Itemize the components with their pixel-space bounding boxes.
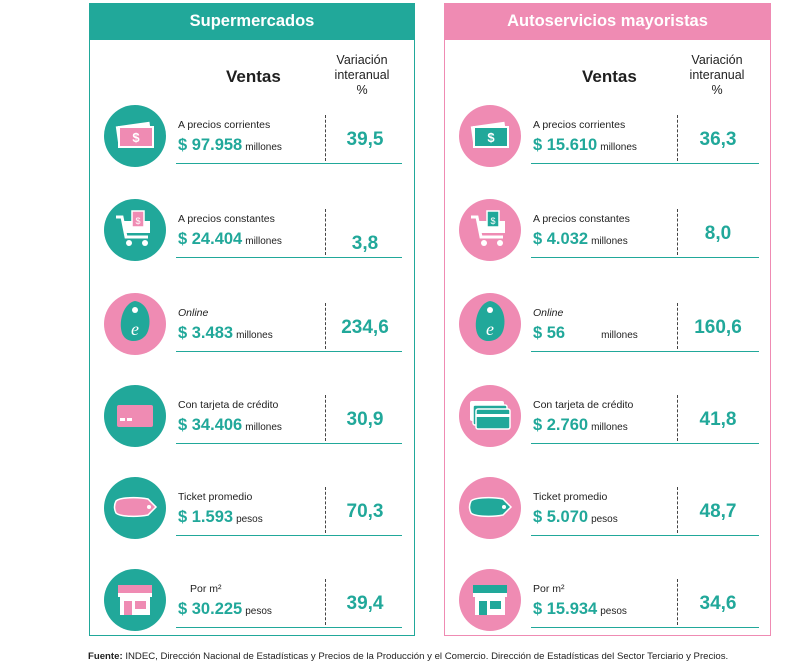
online-tag-icon: e [459,293,521,355]
panel-title: Supermercados [90,3,414,40]
separator [325,487,326,533]
value: $ 24.404 millones [178,230,282,248]
variation-value: 30,9 [346,409,384,430]
cart-icon: $ [459,199,521,261]
separator [677,115,678,161]
separator [677,579,678,625]
row-ticket: Ticket promedio $ 5.070 pesos 48,7 [445,477,770,547]
variation-value: 39,4 [346,593,384,614]
autoservicios-panel: Autoservicios mayoristas Ventas Variació… [444,3,771,636]
credit-card-icon [459,385,521,447]
separator [325,209,326,255]
row-online: e Online $ 3.483 millones 234,6 [90,293,414,363]
variation-value: 39,5 [346,129,384,150]
value: $ 15.610 millones [533,136,637,154]
separator [325,395,326,441]
variacion-header: Variación interanual% [334,53,390,97]
underline [176,627,402,628]
cart-icon: $ [104,199,166,261]
separator [677,395,678,441]
value: $ 4.032 millones [533,230,628,248]
separator [677,209,678,255]
variation-value: 234,6 [341,317,389,338]
separator [677,303,678,349]
row-por-m2: Por m² $ 15.934 pesos 34,6 [445,569,770,639]
variation-value: 48,7 [699,501,737,522]
underline [531,257,759,258]
ventas-header: Ventas [226,67,281,86]
variacion-header: Variación interanual% [689,53,745,97]
value: $ 34.406 millones [178,416,282,434]
underline [531,351,759,352]
row-precios-corrientes: $ A precios corrientes $ 97.958 millones … [90,105,414,175]
value: $ 5.070 pesos [533,508,618,526]
store-icon [459,569,521,631]
separator [325,579,326,625]
value: $ 15.934 pesos [533,600,627,618]
supermercados-panel: Supermercados Ventas Variación interanual… [89,3,415,636]
value: $ 97.958 millones [178,136,282,154]
panel-title: Autoservicios mayoristas [445,3,770,40]
svg-text:$: $ [490,216,495,226]
variation-value: 3,8 [351,233,379,254]
row-online: e Online $ 56 millones 160,6 [445,293,770,363]
variation-value: 34,6 [699,593,737,614]
money-icon: $ [104,105,166,167]
svg-text:e: e [131,319,139,339]
online-tag-icon: e [104,293,166,355]
row-precios-corrientes: $ A precios corrientes $ 15.610 millones … [445,105,770,175]
underline [176,351,402,352]
value: $ 3.483 millones [178,324,273,342]
row-tarjeta: Con tarjeta de crédito $ 34.406 millones … [90,385,414,455]
value: $ 1.593 pesos [178,508,263,526]
variation-value: 160,6 [694,317,742,338]
underline [176,257,402,258]
money-icon: $ [459,105,521,167]
row-ticket: Ticket promedio $ 1.593 pesos 70,3 [90,477,414,547]
ventas-header: Ventas [582,67,637,86]
separator [325,303,326,349]
ticket-tag-icon [459,477,521,539]
value: $ 30.225 pesos [178,600,272,618]
variation-value: 8,0 [704,223,732,244]
source-footnote: Fuente: INDEC, Dirección Nacional de Est… [88,651,729,662]
credit-card-icon [104,385,166,447]
underline [176,443,402,444]
variation-value: 41,8 [699,409,737,430]
separator [677,487,678,533]
store-icon [104,569,166,631]
underline [531,163,759,164]
svg-text:$: $ [135,216,140,226]
svg-text:$: $ [132,130,140,145]
separator [325,115,326,161]
value: $ 56 millones [533,324,638,342]
underline [531,627,759,628]
ticket-tag-icon [104,477,166,539]
variation-value: 70,3 [346,501,384,522]
underline [176,535,402,536]
underline [176,163,402,164]
row-precios-constantes: $ A precios constantes $ 24.404 millones … [90,199,414,269]
variation-value: 36,3 [699,129,737,150]
row-tarjeta: Con tarjeta de crédito $ 2.760 millones 4… [445,385,770,455]
underline [531,443,759,444]
svg-text:$: $ [487,130,495,145]
svg-text:e: e [486,319,494,339]
value: $ 2.760 millones [533,416,628,434]
row-por-m2: Por m² $ 30.225 pesos 39,4 [90,569,414,639]
underline [531,535,759,536]
row-precios-constantes: $ A precios constantes $ 4.032 millones 8… [445,199,770,269]
